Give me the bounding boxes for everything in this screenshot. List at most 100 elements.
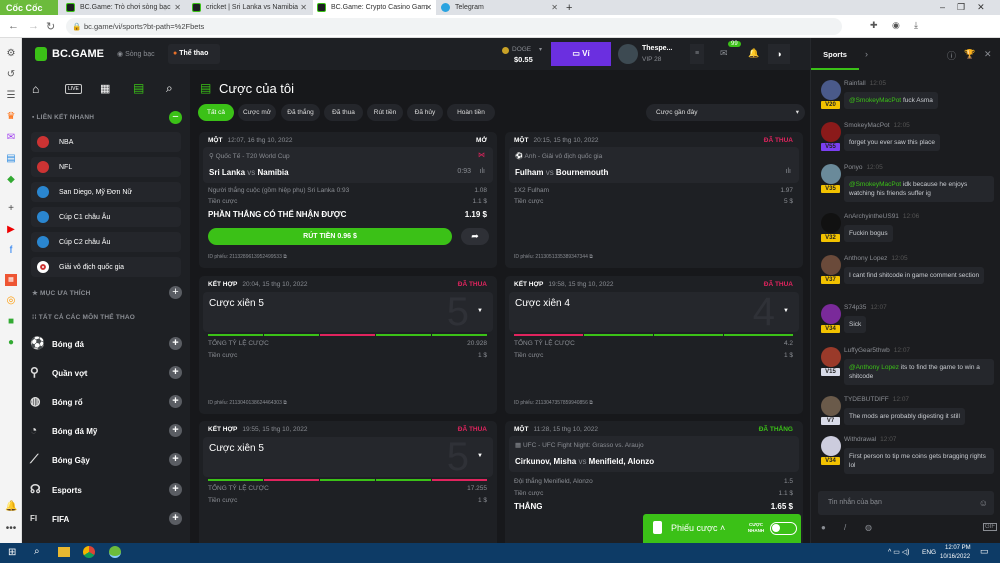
mention[interactable]: @SmokeyMacPot: [849, 181, 902, 188]
play-icon[interactable]: ◎: [6, 295, 16, 306]
event-box[interactable]: ⚽ Anh - Giải vô địch quốc gia Fulham vs …: [509, 147, 799, 183]
share-button[interactable]: ➦: [461, 228, 489, 245]
wallet-button[interactable]: ▭ Ví: [551, 42, 611, 66]
tray-icons[interactable]: ^ ▭ ◁): [888, 549, 910, 556]
add-icon[interactable]: +: [169, 453, 182, 466]
sort-select[interactable]: Cược gần đây ▾: [646, 104, 805, 121]
currency-selector[interactable]: DOGE $0.55 ▾: [502, 44, 550, 64]
info-icon[interactable]: ⓘ: [947, 51, 957, 61]
mail-icon[interactable]: ✉: [720, 48, 728, 58]
quick-link-c2[interactable]: Cúp C2 châu Âu: [31, 232, 181, 252]
message-author[interactable]: Withdrawal 12:07: [844, 436, 896, 443]
file-explorer-icon[interactable]: [58, 547, 70, 557]
notifications-icon[interactable]: ▭: [980, 546, 989, 556]
back-icon[interactable]: ←: [8, 20, 19, 32]
chat-tab-sports[interactable]: Sports: [811, 38, 859, 70]
sport-football[interactable]: ⚽ Bóng đá +: [30, 334, 182, 354]
reload-icon[interactable]: ↻: [46, 21, 56, 33]
avatar[interactable]: [821, 255, 841, 275]
command-icon[interactable]: /: [844, 523, 847, 532]
avatar[interactable]: [821, 347, 841, 367]
url-input[interactable]: 🔒 bc.game/vi/sports?bt-path=%2Fbets: [66, 18, 842, 35]
close-tab-icon[interactable]: ✕: [174, 3, 181, 12]
settings-icon[interactable]: ⚙: [6, 48, 16, 59]
message-author[interactable]: SmokeyMacPot 12:05: [844, 122, 910, 129]
avatar[interactable]: [821, 164, 841, 184]
mention[interactable]: @Anthony Lopez: [849, 364, 899, 371]
extensions-icon[interactable]: ✚: [870, 20, 878, 30]
add-icon[interactable]: +: [169, 337, 182, 350]
browser-tab[interactable]: Telegram ✕: [437, 0, 562, 15]
chart-icon[interactable]: ▤: [6, 153, 16, 164]
stats-icon[interactable]: ılı: [785, 168, 791, 175]
message-author[interactable]: Rainfall 12:05: [844, 80, 886, 87]
gamepad-icon[interactable]: ◆: [7, 174, 15, 185]
quick-link-san-diego[interactable]: San Diego, Mỹ Đơn Nữ: [31, 182, 181, 202]
add-icon[interactable]: +: [169, 395, 182, 408]
sport-american-football[interactable]: ◔ Bóng đá Mỹ +: [30, 421, 182, 441]
message-author[interactable]: TYDEBUTDIFF 12:07: [844, 396, 909, 403]
parlay-box[interactable]: Cược xiên 5 5 ▼: [203, 290, 493, 334]
filter-all[interactable]: Tất cả: [198, 104, 234, 121]
windows-start-icon[interactable]: ⊞: [8, 547, 17, 558]
menu-icon[interactable]: ≡: [690, 44, 704, 64]
copy-icon[interactable]: ⧉: [283, 254, 287, 260]
home-icon[interactable]: ⌂: [32, 82, 40, 96]
calendar-icon[interactable]: ▦: [5, 274, 17, 286]
add-icon[interactable]: +: [169, 512, 182, 525]
clock-date[interactable]: 10/16/2022: [940, 554, 971, 560]
avatar[interactable]: [821, 122, 841, 142]
sports-nav[interactable]: ● Thể thao: [168, 44, 220, 64]
collapse-quick-links-button[interactable]: −: [169, 111, 182, 124]
event-box[interactable]: ▦ UFC - UFC Fight Night: Grasso vs. Arau…: [509, 436, 799, 472]
quick-bet-toggle[interactable]: [770, 522, 797, 535]
betslip-bar[interactable]: Phiếu cược ˄ CƯỢC NHANH: [643, 514, 801, 543]
window-controls[interactable]: –❐✕: [940, 2, 997, 12]
filter-open[interactable]: Cược mở: [238, 104, 276, 121]
chrome-icon[interactable]: [83, 546, 95, 558]
avatar[interactable]: [821, 304, 841, 324]
logo[interactable]: BC.GAME: [52, 48, 104, 60]
chat-toggle-icon[interactable]: ◑: [768, 44, 790, 64]
crown-icon[interactable]: ♛: [6, 111, 16, 122]
quick-link-nba[interactable]: NBA: [31, 132, 181, 152]
avatar[interactable]: [821, 80, 841, 100]
language[interactable]: ENG: [922, 549, 937, 556]
bell-icon[interactable]: 🔔: [748, 48, 760, 58]
profile-icon[interactable]: ◉: [892, 20, 900, 30]
expand-icon[interactable]: ▼: [477, 308, 483, 314]
username[interactable]: Thespe...: [642, 45, 673, 52]
live-icon[interactable]: LIVE: [65, 84, 82, 94]
calendar-icon[interactable]: ▦: [100, 83, 111, 95]
filter-refund[interactable]: Hoàn tiền: [447, 104, 495, 121]
copy-icon[interactable]: ⧉: [283, 400, 287, 406]
message-author[interactable]: LuffyGear5thwb 12:07: [844, 347, 910, 354]
sport-tennis[interactable]: ⚲ Quần vợt +: [30, 363, 182, 383]
messenger-icon[interactable]: ✉: [6, 132, 16, 143]
history-icon[interactable]: ↺: [6, 69, 16, 80]
quick-link-premier-league[interactable]: Giải vô địch quốc gia: [31, 257, 181, 277]
expand-icon[interactable]: ▼: [783, 308, 789, 314]
message-author[interactable]: S74p35 12:07: [844, 304, 887, 311]
download-icon[interactable]: ⤓: [914, 20, 918, 30]
message-author[interactable]: Ponyo 12:05: [844, 164, 883, 171]
parlay-box[interactable]: Cược xiên 4 4 ▼: [509, 290, 799, 334]
event-box[interactable]: ⚲ Quốc Tế - T20 World Cup ⋈ Sri Lanka vs…: [203, 147, 493, 183]
gif-icon[interactable]: GIF: [983, 523, 997, 531]
quick-link-c1[interactable]: Cúp C1 châu Âu: [31, 207, 181, 227]
more-icon[interactable]: •••: [5, 523, 17, 534]
browser-tab[interactable]: cricket | Sri Lanka vs Namibia ✕: [188, 0, 311, 15]
copy-icon[interactable]: ⧉: [589, 254, 593, 260]
add-favorite-button[interactable]: +: [169, 286, 182, 299]
search-icon[interactable]: ⌕: [34, 546, 40, 557]
youtube-icon[interactable]: ▶: [7, 224, 15, 235]
cashout-button[interactable]: RÚT TIỀN 0.96 $: [208, 228, 452, 245]
emoji-icon[interactable]: ☺: [978, 498, 988, 508]
facebook-icon[interactable]: f: [9, 245, 13, 256]
expand-icon[interactable]: ▼: [477, 453, 483, 459]
sport-basketball[interactable]: ◍ Bóng rổ +: [30, 392, 182, 412]
coccoc-icon[interactable]: [109, 546, 121, 558]
close-tab-icon[interactable]: ✕: [551, 3, 558, 12]
parlay-box[interactable]: Cược xiên 5 5 ▼: [203, 435, 493, 479]
quick-link-nfl[interactable]: NFL: [31, 157, 181, 177]
